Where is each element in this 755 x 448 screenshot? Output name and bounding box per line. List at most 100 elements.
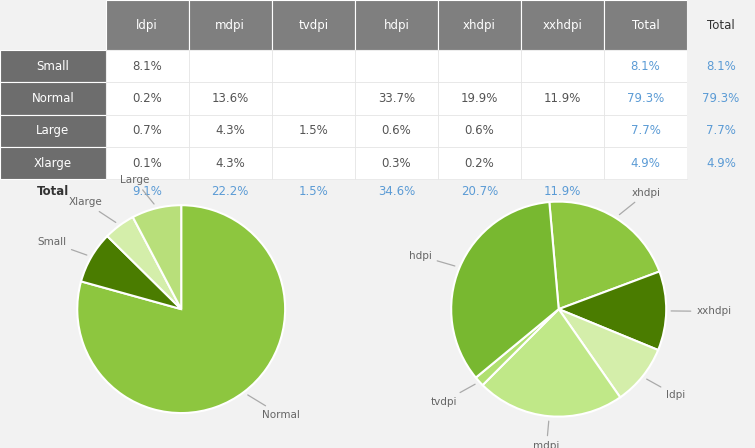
Text: 7.7%: 7.7% xyxy=(630,124,661,138)
Bar xyxy=(521,50,604,82)
Text: 0.6%: 0.6% xyxy=(381,124,411,138)
Text: Total: Total xyxy=(707,18,735,32)
Bar xyxy=(106,82,189,115)
Text: Small: Small xyxy=(37,237,87,255)
Bar xyxy=(189,50,272,82)
Bar xyxy=(604,50,687,82)
Bar xyxy=(0,50,106,82)
Text: 11.9%: 11.9% xyxy=(544,92,581,105)
Text: Normal: Normal xyxy=(248,395,300,420)
Bar xyxy=(189,147,272,179)
Text: 8.1%: 8.1% xyxy=(706,60,736,73)
Bar xyxy=(0,115,106,147)
Bar xyxy=(604,0,687,50)
Bar xyxy=(189,115,272,147)
Text: 4.9%: 4.9% xyxy=(706,156,736,170)
Bar xyxy=(687,82,755,115)
Wedge shape xyxy=(476,309,559,385)
Wedge shape xyxy=(482,309,620,417)
Bar xyxy=(521,115,604,147)
Wedge shape xyxy=(77,205,285,413)
Bar xyxy=(272,0,355,50)
Bar xyxy=(355,147,438,179)
Bar xyxy=(106,115,189,147)
Text: xxhdpi: xxhdpi xyxy=(671,306,732,316)
Bar xyxy=(272,115,355,147)
Text: 13.6%: 13.6% xyxy=(211,92,249,105)
Text: hdpi: hdpi xyxy=(409,251,455,266)
Text: Total: Total xyxy=(632,18,659,32)
Text: 0.3%: 0.3% xyxy=(381,156,411,170)
Text: 9.1%: 9.1% xyxy=(132,185,162,198)
Text: tvdpi: tvdpi xyxy=(298,18,328,32)
Text: Large: Large xyxy=(120,175,154,204)
Bar xyxy=(106,50,189,82)
Bar xyxy=(272,147,355,179)
Text: 0.7%: 0.7% xyxy=(132,124,162,138)
Bar xyxy=(604,115,687,147)
Bar xyxy=(0,82,106,115)
Text: xhdpi: xhdpi xyxy=(463,18,496,32)
Bar xyxy=(687,147,755,179)
Bar xyxy=(272,50,355,82)
Text: Total: Total xyxy=(37,185,69,198)
Bar xyxy=(687,115,755,147)
Text: 22.2%: 22.2% xyxy=(211,185,249,198)
Text: Xlarge: Xlarge xyxy=(34,156,72,170)
Text: 0.1%: 0.1% xyxy=(132,156,162,170)
Text: Xlarge: Xlarge xyxy=(68,197,116,222)
Text: 0.2%: 0.2% xyxy=(132,92,162,105)
Bar xyxy=(355,115,438,147)
Text: 19.9%: 19.9% xyxy=(461,92,498,105)
Wedge shape xyxy=(559,271,666,350)
Bar xyxy=(189,0,272,50)
Wedge shape xyxy=(559,309,658,397)
Wedge shape xyxy=(451,202,559,378)
Text: mdpi: mdpi xyxy=(215,18,245,32)
Bar xyxy=(438,115,521,147)
Text: hdpi: hdpi xyxy=(384,18,409,32)
Bar xyxy=(272,82,355,115)
Text: 8.1%: 8.1% xyxy=(132,60,162,73)
Text: 79.3%: 79.3% xyxy=(702,92,740,105)
Text: 7.7%: 7.7% xyxy=(706,124,736,138)
Text: Large: Large xyxy=(36,124,69,138)
Bar xyxy=(106,147,189,179)
Wedge shape xyxy=(550,202,659,309)
Bar xyxy=(521,147,604,179)
Bar xyxy=(438,50,521,82)
Bar xyxy=(355,82,438,115)
Wedge shape xyxy=(133,205,181,309)
Text: 0.6%: 0.6% xyxy=(464,124,495,138)
Text: 4.3%: 4.3% xyxy=(215,156,245,170)
Text: 1.5%: 1.5% xyxy=(298,124,328,138)
Bar xyxy=(189,82,272,115)
Text: 20.7%: 20.7% xyxy=(461,185,498,198)
Bar xyxy=(355,50,438,82)
Text: 11.9%: 11.9% xyxy=(544,185,581,198)
Bar xyxy=(438,147,521,179)
Text: 4.3%: 4.3% xyxy=(215,124,245,138)
Text: 4.9%: 4.9% xyxy=(630,156,661,170)
Text: mdpi: mdpi xyxy=(533,421,559,448)
Text: 8.1%: 8.1% xyxy=(630,60,661,73)
Text: 34.6%: 34.6% xyxy=(378,185,415,198)
Bar xyxy=(604,147,687,179)
Text: 0.2%: 0.2% xyxy=(464,156,495,170)
Bar xyxy=(106,0,189,50)
Text: Normal: Normal xyxy=(32,92,74,105)
Text: xxhdpi: xxhdpi xyxy=(543,18,582,32)
Wedge shape xyxy=(81,236,181,309)
Text: Small: Small xyxy=(36,60,69,73)
Bar xyxy=(521,0,604,50)
Text: 79.3%: 79.3% xyxy=(627,92,664,105)
Text: tvdpi: tvdpi xyxy=(430,384,475,407)
Wedge shape xyxy=(107,217,181,309)
Bar xyxy=(438,0,521,50)
Bar xyxy=(687,50,755,82)
Bar xyxy=(604,82,687,115)
Text: 1.5%: 1.5% xyxy=(298,185,328,198)
Text: ldpi: ldpi xyxy=(647,379,686,400)
Text: 33.7%: 33.7% xyxy=(378,92,415,105)
Bar xyxy=(0,147,106,179)
